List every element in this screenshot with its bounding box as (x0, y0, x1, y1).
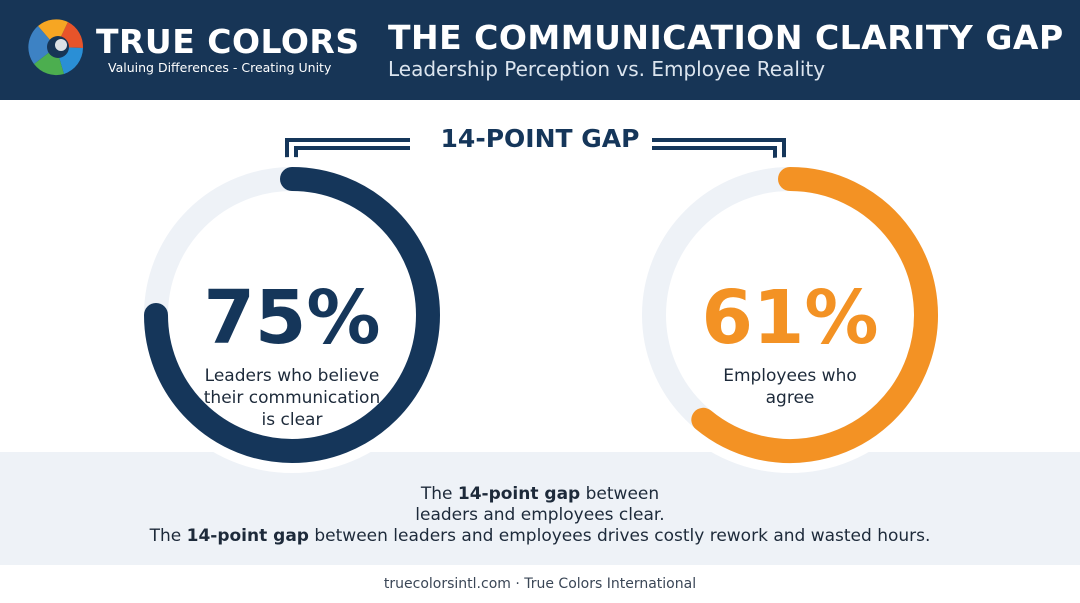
donut-chart: 14-POINT GAP 75% Leaders who believetheir… (134, 124, 948, 473)
brand-name: TRUE COLORS (96, 22, 360, 61)
caption-line-2: The 14-point gap between leaders and emp… (0, 526, 1080, 546)
caption-1-bold: 14-point gap (457, 484, 581, 504)
page-title: THE COMMUNICATION CLARITY GAP (388, 18, 1064, 57)
caption-2-post: between leaders and employees drives cos… (308, 526, 931, 546)
true-colors-logo-icon (28, 19, 84, 76)
caption-1-post: between (580, 484, 660, 504)
donut-arc-1 (144, 167, 440, 463)
page-subtitle: Leadership Perception vs. Employee Reali… (388, 57, 826, 81)
footer-text: truecolorsintl.com · True Colors Interna… (383, 576, 697, 592)
caption-2-pre: The (149, 526, 187, 546)
brand-tagline: Valuing Differences - Creating Unity (108, 60, 332, 75)
caption-1b: leaders and employees clear. (415, 505, 665, 525)
donut-description-line: agree (766, 388, 815, 408)
donut-description-line: their communication (204, 388, 380, 408)
gap-label: 14-POINT GAP (441, 124, 640, 153)
donut-description-line: is clear (262, 410, 323, 430)
donut-description-line: Leaders who believe (205, 366, 380, 386)
caption-2-bold: 14-point gap (186, 526, 309, 546)
gap-bracket: 14-POINT GAP (285, 124, 786, 164)
donut-value-label: 75% (203, 275, 380, 361)
donut-inner (170, 193, 414, 437)
summary-band (0, 452, 1080, 565)
donut-arc-2 (691, 167, 938, 463)
donut-description-line: Employees who (723, 366, 857, 386)
header-band: TRUE COLORS Valuing Differences - Creati… (0, 0, 1080, 100)
donut-value-label: 61% (701, 275, 878, 361)
caption-1-pre: The (420, 484, 458, 504)
donut-inner (668, 193, 912, 437)
caption-line-1: The 14-point gap between leaders and emp… (0, 484, 1080, 526)
